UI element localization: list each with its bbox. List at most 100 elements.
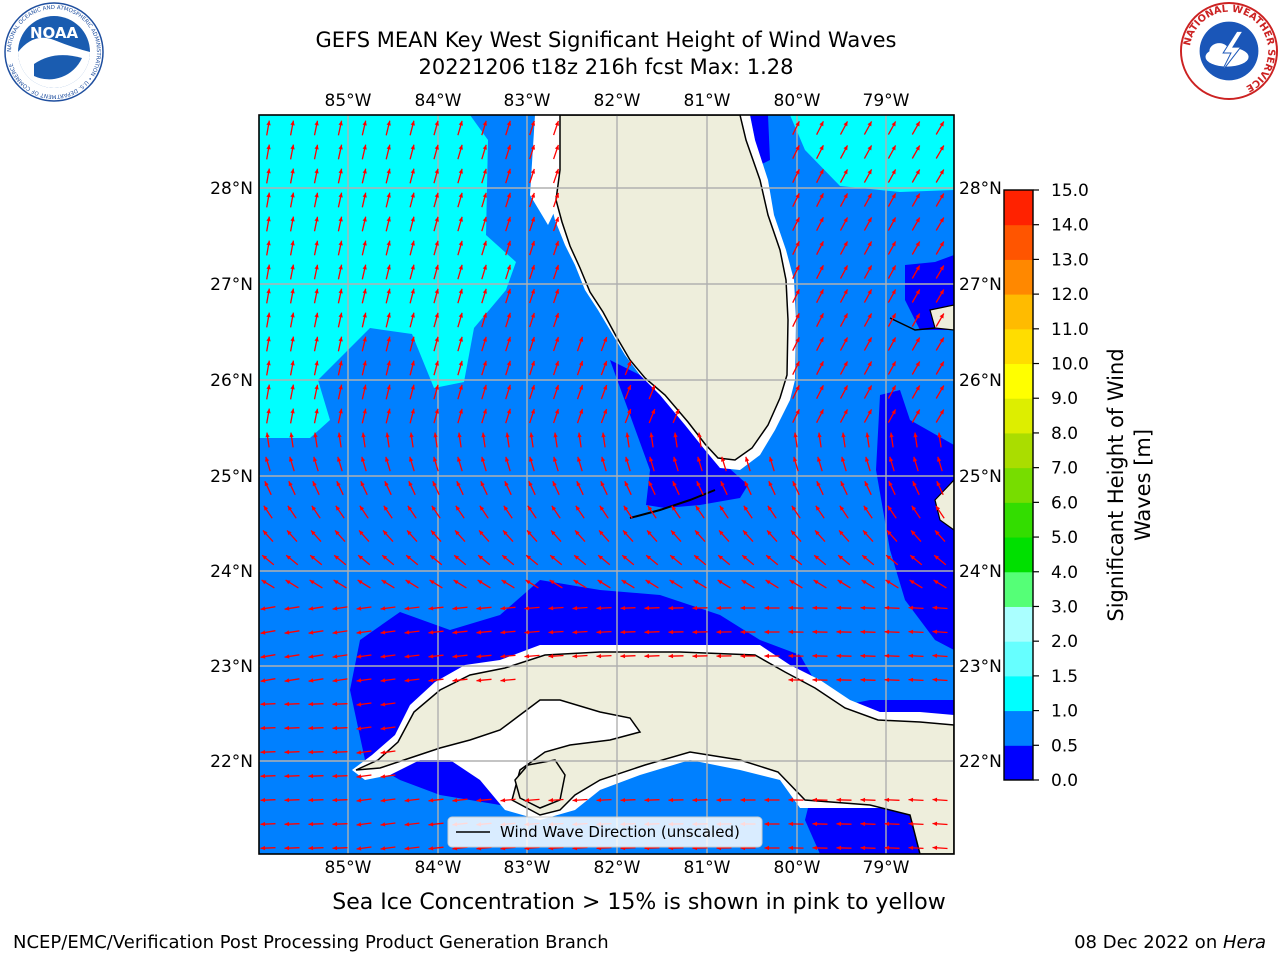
wave-arrow-head bbox=[430, 555, 436, 560]
wave-arrow-head bbox=[314, 360, 319, 366]
wave-arrow-head bbox=[862, 555, 868, 560]
wave-arrow-head bbox=[603, 361, 608, 366]
wave-arrow-head bbox=[500, 606, 506, 611]
wave-arrow-head bbox=[697, 456, 702, 462]
wave-arrow-head bbox=[939, 169, 944, 175]
wave-arrow-head bbox=[743, 505, 749, 511]
wave-arrow-head bbox=[266, 168, 271, 174]
wave-arrow-head bbox=[860, 797, 866, 803]
wave-arrow-head bbox=[428, 654, 434, 659]
wave-arrow-head bbox=[795, 241, 800, 247]
wave-arrow-head bbox=[530, 168, 535, 174]
wave-arrow-head bbox=[861, 580, 867, 585]
wave-arrow-head bbox=[506, 336, 511, 342]
wave-arrow-head bbox=[554, 384, 559, 390]
wave-arrow-head bbox=[623, 505, 629, 511]
wave-arrow-head bbox=[692, 605, 697, 611]
lon-label-top: 80°W bbox=[774, 91, 821, 111]
wave-arrow-head bbox=[530, 192, 535, 198]
wave-arrow-head bbox=[286, 555, 292, 560]
wave-arrow-head bbox=[287, 505, 293, 511]
wave-arrow-head bbox=[889, 456, 894, 462]
wave-arrow-head bbox=[530, 312, 535, 318]
wave-arrow-head bbox=[433, 432, 438, 438]
wave-arrow-head bbox=[795, 169, 800, 175]
wave-arrow-head bbox=[287, 530, 292, 536]
wave-arrow-head bbox=[452, 798, 458, 803]
wave-arrow-head bbox=[764, 797, 769, 803]
wave-arrow-head bbox=[526, 555, 532, 560]
wave-arrow-head bbox=[530, 264, 535, 270]
colorbar-tick-label: 8.0 bbox=[1051, 424, 1078, 444]
wave-arrow-head bbox=[767, 530, 772, 536]
wave-arrow-head bbox=[308, 821, 314, 827]
wave-arrow-head bbox=[792, 481, 797, 487]
wave-arrow-head bbox=[603, 385, 608, 390]
wave-arrow-head bbox=[815, 505, 821, 511]
wave-arrow-head bbox=[434, 312, 439, 318]
lon-label-bottom: 79°W bbox=[863, 858, 910, 878]
wave-arrow-head bbox=[385, 456, 390, 462]
wave-arrow-head bbox=[314, 216, 319, 222]
colorbar-segment bbox=[1004, 641, 1033, 677]
cuba-land bbox=[355, 651, 954, 854]
wave-arrow-head bbox=[819, 337, 824, 343]
colorbar-tick-label: 11.0 bbox=[1051, 320, 1089, 340]
wave-arrow-head bbox=[551, 530, 556, 536]
wave-arrow-head bbox=[843, 289, 848, 295]
wave-arrow-head bbox=[332, 821, 338, 827]
wave-arrow-head bbox=[671, 530, 676, 536]
wave-arrow-head bbox=[386, 312, 391, 318]
wave-arrow-head bbox=[939, 337, 944, 343]
wave-arrow-head bbox=[308, 630, 314, 635]
wave-arrow-head bbox=[719, 505, 725, 511]
wave-arrow-head bbox=[482, 168, 487, 174]
wave-arrow-head bbox=[887, 530, 892, 536]
wave-arrow-head bbox=[410, 168, 415, 174]
wave-arrow-head bbox=[524, 606, 530, 611]
colorbar-tick-label: 5.0 bbox=[1051, 528, 1078, 548]
wave-arrow-head bbox=[867, 145, 872, 151]
wave-arrow-head bbox=[884, 653, 890, 658]
wave-arrow-head bbox=[836, 677, 842, 683]
wave-arrow-head bbox=[284, 678, 290, 683]
wave-arrow-head bbox=[360, 481, 365, 487]
wave-arrow-head bbox=[765, 580, 771, 585]
colorbar-tick-label: 3.0 bbox=[1051, 597, 1078, 617]
wave-arrow-head bbox=[836, 605, 842, 611]
wave-arrow-head bbox=[647, 530, 652, 536]
wave-arrow-head bbox=[908, 797, 914, 802]
lat-label-right: 23°N bbox=[959, 657, 1002, 677]
wave-arrow-head bbox=[383, 530, 388, 536]
wave-arrow-head bbox=[314, 264, 319, 270]
wave-arrow-head bbox=[290, 120, 295, 126]
wave-arrow-head bbox=[623, 530, 628, 536]
wave-arrow-head bbox=[908, 629, 914, 634]
wave-arrow-head bbox=[454, 555, 460, 560]
wave-arrow-head bbox=[694, 555, 700, 560]
wave-arrow-head bbox=[579, 384, 584, 390]
wave-arrow-head bbox=[266, 120, 271, 126]
wave-arrow-head bbox=[891, 361, 896, 367]
wave-arrow-head bbox=[431, 530, 436, 536]
colorbar-segment bbox=[1004, 675, 1033, 712]
wave-arrow-head bbox=[530, 288, 535, 294]
wave-arrow-head bbox=[939, 265, 944, 271]
wave-arrow-head bbox=[410, 288, 415, 294]
wave-arrow-head bbox=[668, 797, 674, 803]
wave-arrow-head bbox=[266, 288, 271, 294]
wave-arrow-head bbox=[428, 822, 434, 827]
wave-arrow-head bbox=[554, 240, 559, 246]
wave-arrow-head bbox=[891, 169, 896, 175]
wave-arrow-head bbox=[884, 629, 890, 634]
wave-arrow-head bbox=[505, 432, 510, 438]
wave-arrow-head bbox=[308, 606, 314, 611]
wave-arrow-head bbox=[361, 432, 366, 438]
wave-arrow-head bbox=[530, 336, 535, 342]
wave-arrow-head bbox=[814, 555, 820, 560]
lat-labels-left: 28°N 27°N 26°N 25°N 24°N 23°N 22°N bbox=[210, 179, 253, 772]
wave-arrow-head bbox=[819, 193, 824, 199]
colorbar-segment bbox=[1004, 224, 1033, 260]
wave-arrow-head bbox=[404, 654, 410, 659]
wave-arrow-head bbox=[380, 750, 386, 755]
